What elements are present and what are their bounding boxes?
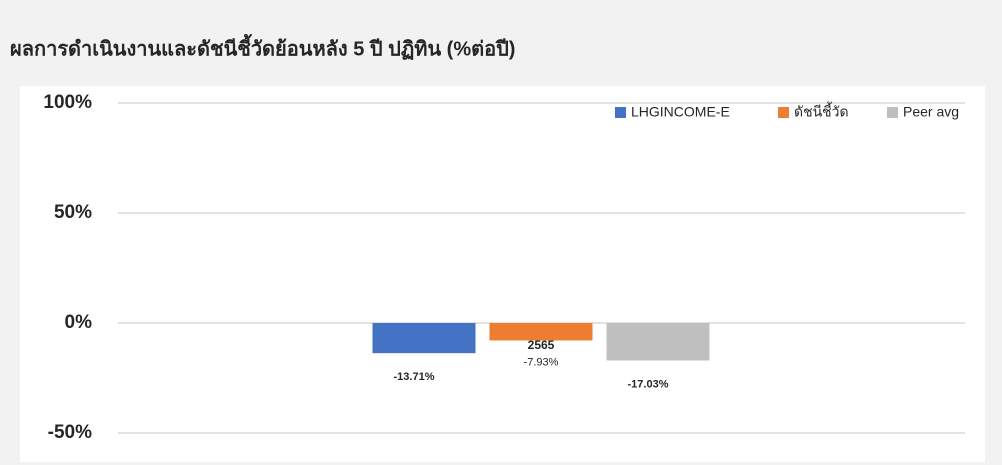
bar [606,323,710,361]
chart-title: ผลการดำเนินงานและดัชนีชี้วัดย้อนหลัง 5 ป… [10,33,515,60]
value-label: -17.03% [628,378,669,390]
bar [372,323,476,354]
legend-label: Peer avg [903,104,959,120]
value-label: -13.71% [394,371,435,383]
bar [489,323,593,341]
value-label: -7.93% [524,356,559,368]
legend-label: LHGINCOME-E [631,104,730,120]
legend-swatch [615,107,626,118]
y-tick-label: 100% [43,92,92,113]
plot-panel [20,86,985,462]
legend-label: ดัชนีชี้วัด [794,102,849,120]
y-tick-label: -50% [48,422,92,443]
legend-swatch [887,107,898,118]
y-tick-label: 50% [54,202,92,223]
legend-swatch [778,107,789,118]
x-tick-label: 2565 [528,338,555,352]
y-tick-label: 0% [65,312,93,333]
